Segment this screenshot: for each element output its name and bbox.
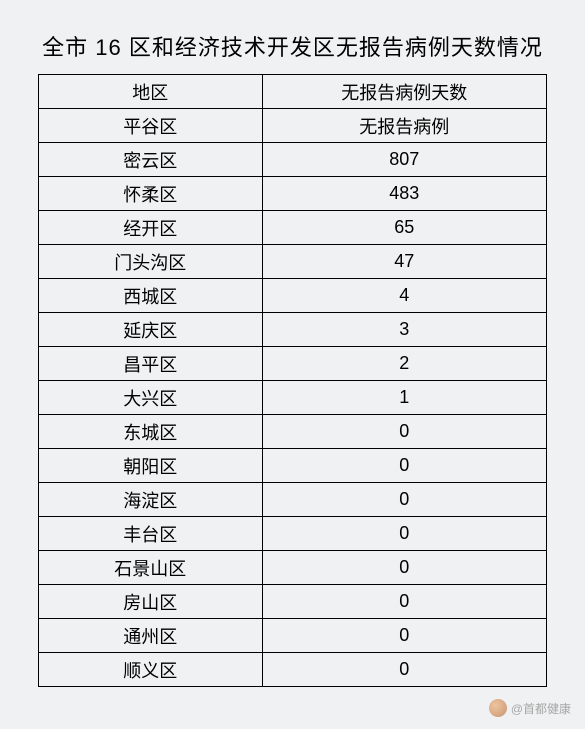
cell-region: 平谷区 <box>39 109 263 143</box>
table-row: 丰台区0 <box>39 517 547 551</box>
cell-region: 西城区 <box>39 279 263 313</box>
cell-region: 朝阳区 <box>39 449 263 483</box>
cell-region: 丰台区 <box>39 517 263 551</box>
table-row: 房山区0 <box>39 585 547 619</box>
table-row: 昌平区2 <box>39 347 547 381</box>
cell-region: 昌平区 <box>39 347 263 381</box>
table-row: 平谷区无报告病例 <box>39 109 547 143</box>
cell-days: 0 <box>262 415 546 449</box>
cell-days: 807 <box>262 143 546 177</box>
table-row: 海淀区0 <box>39 483 547 517</box>
table-row: 东城区0 <box>39 415 547 449</box>
cell-region: 通州区 <box>39 619 263 653</box>
cell-region: 海淀区 <box>39 483 263 517</box>
cell-region: 延庆区 <box>39 313 263 347</box>
cell-days: 0 <box>262 619 546 653</box>
cell-days: 1 <box>262 381 546 415</box>
cell-region: 经开区 <box>39 211 263 245</box>
table-row: 密云区807 <box>39 143 547 177</box>
cell-region: 石景山区 <box>39 551 263 585</box>
table-container: 全市 16 区和经济技术开发区无报告病例天数情况 地区 无报告病例天数 平谷区无… <box>0 0 585 687</box>
cell-days: 0 <box>262 517 546 551</box>
cell-region: 怀柔区 <box>39 177 263 211</box>
header-days: 无报告病例天数 <box>262 75 546 109</box>
districts-table: 地区 无报告病例天数 平谷区无报告病例密云区807怀柔区483经开区65门头沟区… <box>38 74 547 687</box>
cell-days: 65 <box>262 211 546 245</box>
table-row: 朝阳区0 <box>39 449 547 483</box>
table-row: 石景山区0 <box>39 551 547 585</box>
table-row: 门头沟区47 <box>39 245 547 279</box>
table-row: 顺义区0 <box>39 653 547 687</box>
watermark: @首都健康 <box>489 699 571 717</box>
cell-days: 483 <box>262 177 546 211</box>
table-row: 经开区65 <box>39 211 547 245</box>
table-body: 地区 无报告病例天数 平谷区无报告病例密云区807怀柔区483经开区65门头沟区… <box>39 75 547 687</box>
cell-region: 房山区 <box>39 585 263 619</box>
cell-region: 顺义区 <box>39 653 263 687</box>
table-row: 延庆区3 <box>39 313 547 347</box>
table-row: 通州区0 <box>39 619 547 653</box>
cell-days: 3 <box>262 313 546 347</box>
table-row: 大兴区1 <box>39 381 547 415</box>
cell-days: 0 <box>262 653 546 687</box>
cell-region: 门头沟区 <box>39 245 263 279</box>
cell-region: 密云区 <box>39 143 263 177</box>
cell-days: 47 <box>262 245 546 279</box>
watermark-text: @首都健康 <box>511 700 571 717</box>
cell-days: 0 <box>262 585 546 619</box>
cell-days: 0 <box>262 449 546 483</box>
avatar-icon <box>489 699 507 717</box>
header-region: 地区 <box>39 75 263 109</box>
cell-days: 4 <box>262 279 546 313</box>
cell-region: 东城区 <box>39 415 263 449</box>
page-title: 全市 16 区和经济技术开发区无报告病例天数情况 <box>38 30 547 62</box>
cell-days: 0 <box>262 483 546 517</box>
table-header-row: 地区 无报告病例天数 <box>39 75 547 109</box>
cell-days: 无报告病例 <box>262 109 546 143</box>
table-row: 西城区4 <box>39 279 547 313</box>
table-row: 怀柔区483 <box>39 177 547 211</box>
cell-days: 0 <box>262 551 546 585</box>
cell-region: 大兴区 <box>39 381 263 415</box>
cell-days: 2 <box>262 347 546 381</box>
